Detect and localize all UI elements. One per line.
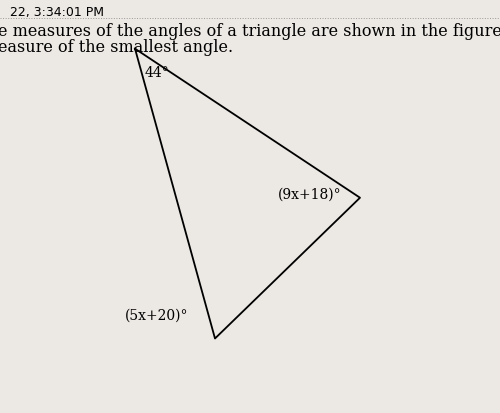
Text: (9x+18)°: (9x+18)° (278, 187, 341, 201)
Text: (5x+20)°: (5x+20)° (125, 308, 188, 322)
Text: easure of the smallest angle.: easure of the smallest angle. (0, 39, 232, 56)
Text: 44°: 44° (145, 66, 170, 80)
Text: 22, 3:34:01 PM: 22, 3:34:01 PM (10, 6, 104, 19)
Text: e measures of the angles of a triangle are shown in the figure below. Find the: e measures of the angles of a triangle a… (0, 23, 500, 40)
